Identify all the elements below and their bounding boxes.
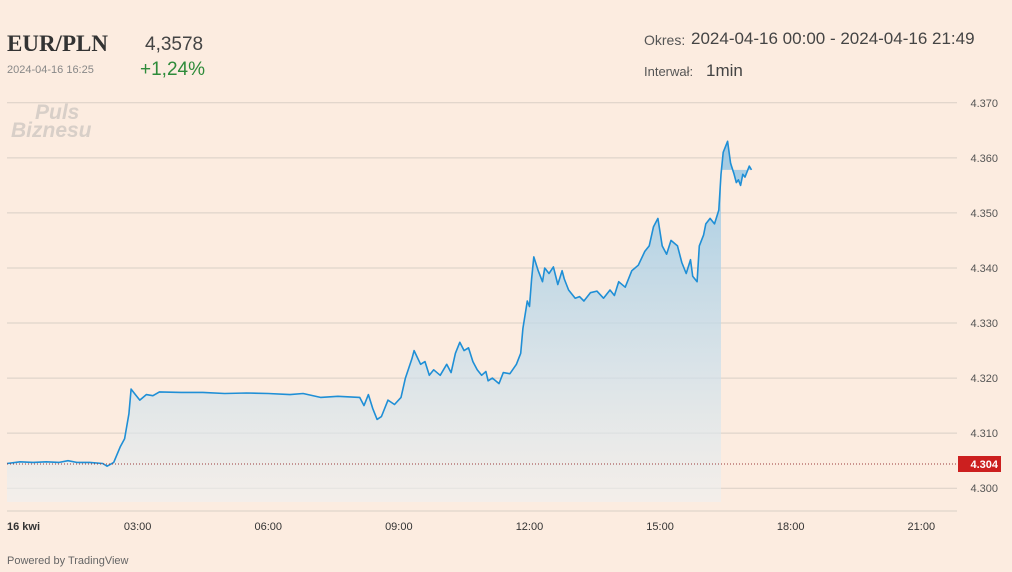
area-layer <box>6 140 753 503</box>
x-tick-label: 09:00 <box>385 521 413 533</box>
x-tick-label: 12:00 <box>516 521 544 533</box>
logo-line1: Puls <box>35 101 80 124</box>
interval-label: Interwał: <box>644 64 694 79</box>
y-tick-label: 4.300 <box>970 483 998 495</box>
symbol-title: EUR/PLN <box>7 31 108 56</box>
reference-price-badge <box>958 456 1001 473</box>
y-tick-label: 4.320 <box>970 373 998 385</box>
x-axis: 16 kwi 03:00 06:00 09:00 12:00 15:00 18:00 21:0… <box>7 521 935 533</box>
y-tick-label: 4.360 <box>970 153 998 165</box>
y-tick-label: 4.330 <box>970 318 998 330</box>
price-change: +1,24% <box>140 59 205 80</box>
y-tick-label: 4.370 <box>970 98 998 110</box>
interval-value: 1min <box>706 61 743 80</box>
y-tick-label: 4.310 <box>970 428 998 440</box>
y-tick-label: 4.340 <box>970 263 998 275</box>
x-tick-label: 21:00 <box>908 521 936 533</box>
y-tick-label: 4.350 <box>970 208 998 220</box>
x-tick-label: 16 kwi <box>7 521 40 533</box>
period-label: Okres: <box>644 32 686 48</box>
reference-layer: 4.304 <box>7 456 1001 473</box>
puls-biznesu-logo: Puls Biznesu <box>11 101 92 142</box>
reference-price-label: 4.304 <box>970 459 998 471</box>
series-line <box>6 140 753 467</box>
quote-datetime: 2024-04-16 16:25 <box>7 64 94 76</box>
x-tick-label: 18:00 <box>777 521 805 533</box>
y-axis: 4.300 4.310 4.320 4.330 4.340 4.350 4.360 4.370 <box>970 98 998 495</box>
powered-by-tradingview[interactable]: Powered by TradingView <box>7 555 129 567</box>
logo-line2: Biznesu <box>11 119 92 142</box>
x-tick-label: 15:00 <box>646 521 674 533</box>
x-tick-label: 06:00 <box>254 521 282 533</box>
period-value: 2024-04-16 00:00 - 2024-04-16 21:49 <box>691 29 975 48</box>
chart-header: EUR/PLN 4,3578 2024-04-16 16:25 +1,24% O… <box>0 0 1012 96</box>
last-price: 4,3578 <box>145 34 204 55</box>
series-area-fill <box>7 141 752 503</box>
x-tick-label: 03:00 <box>124 521 152 533</box>
